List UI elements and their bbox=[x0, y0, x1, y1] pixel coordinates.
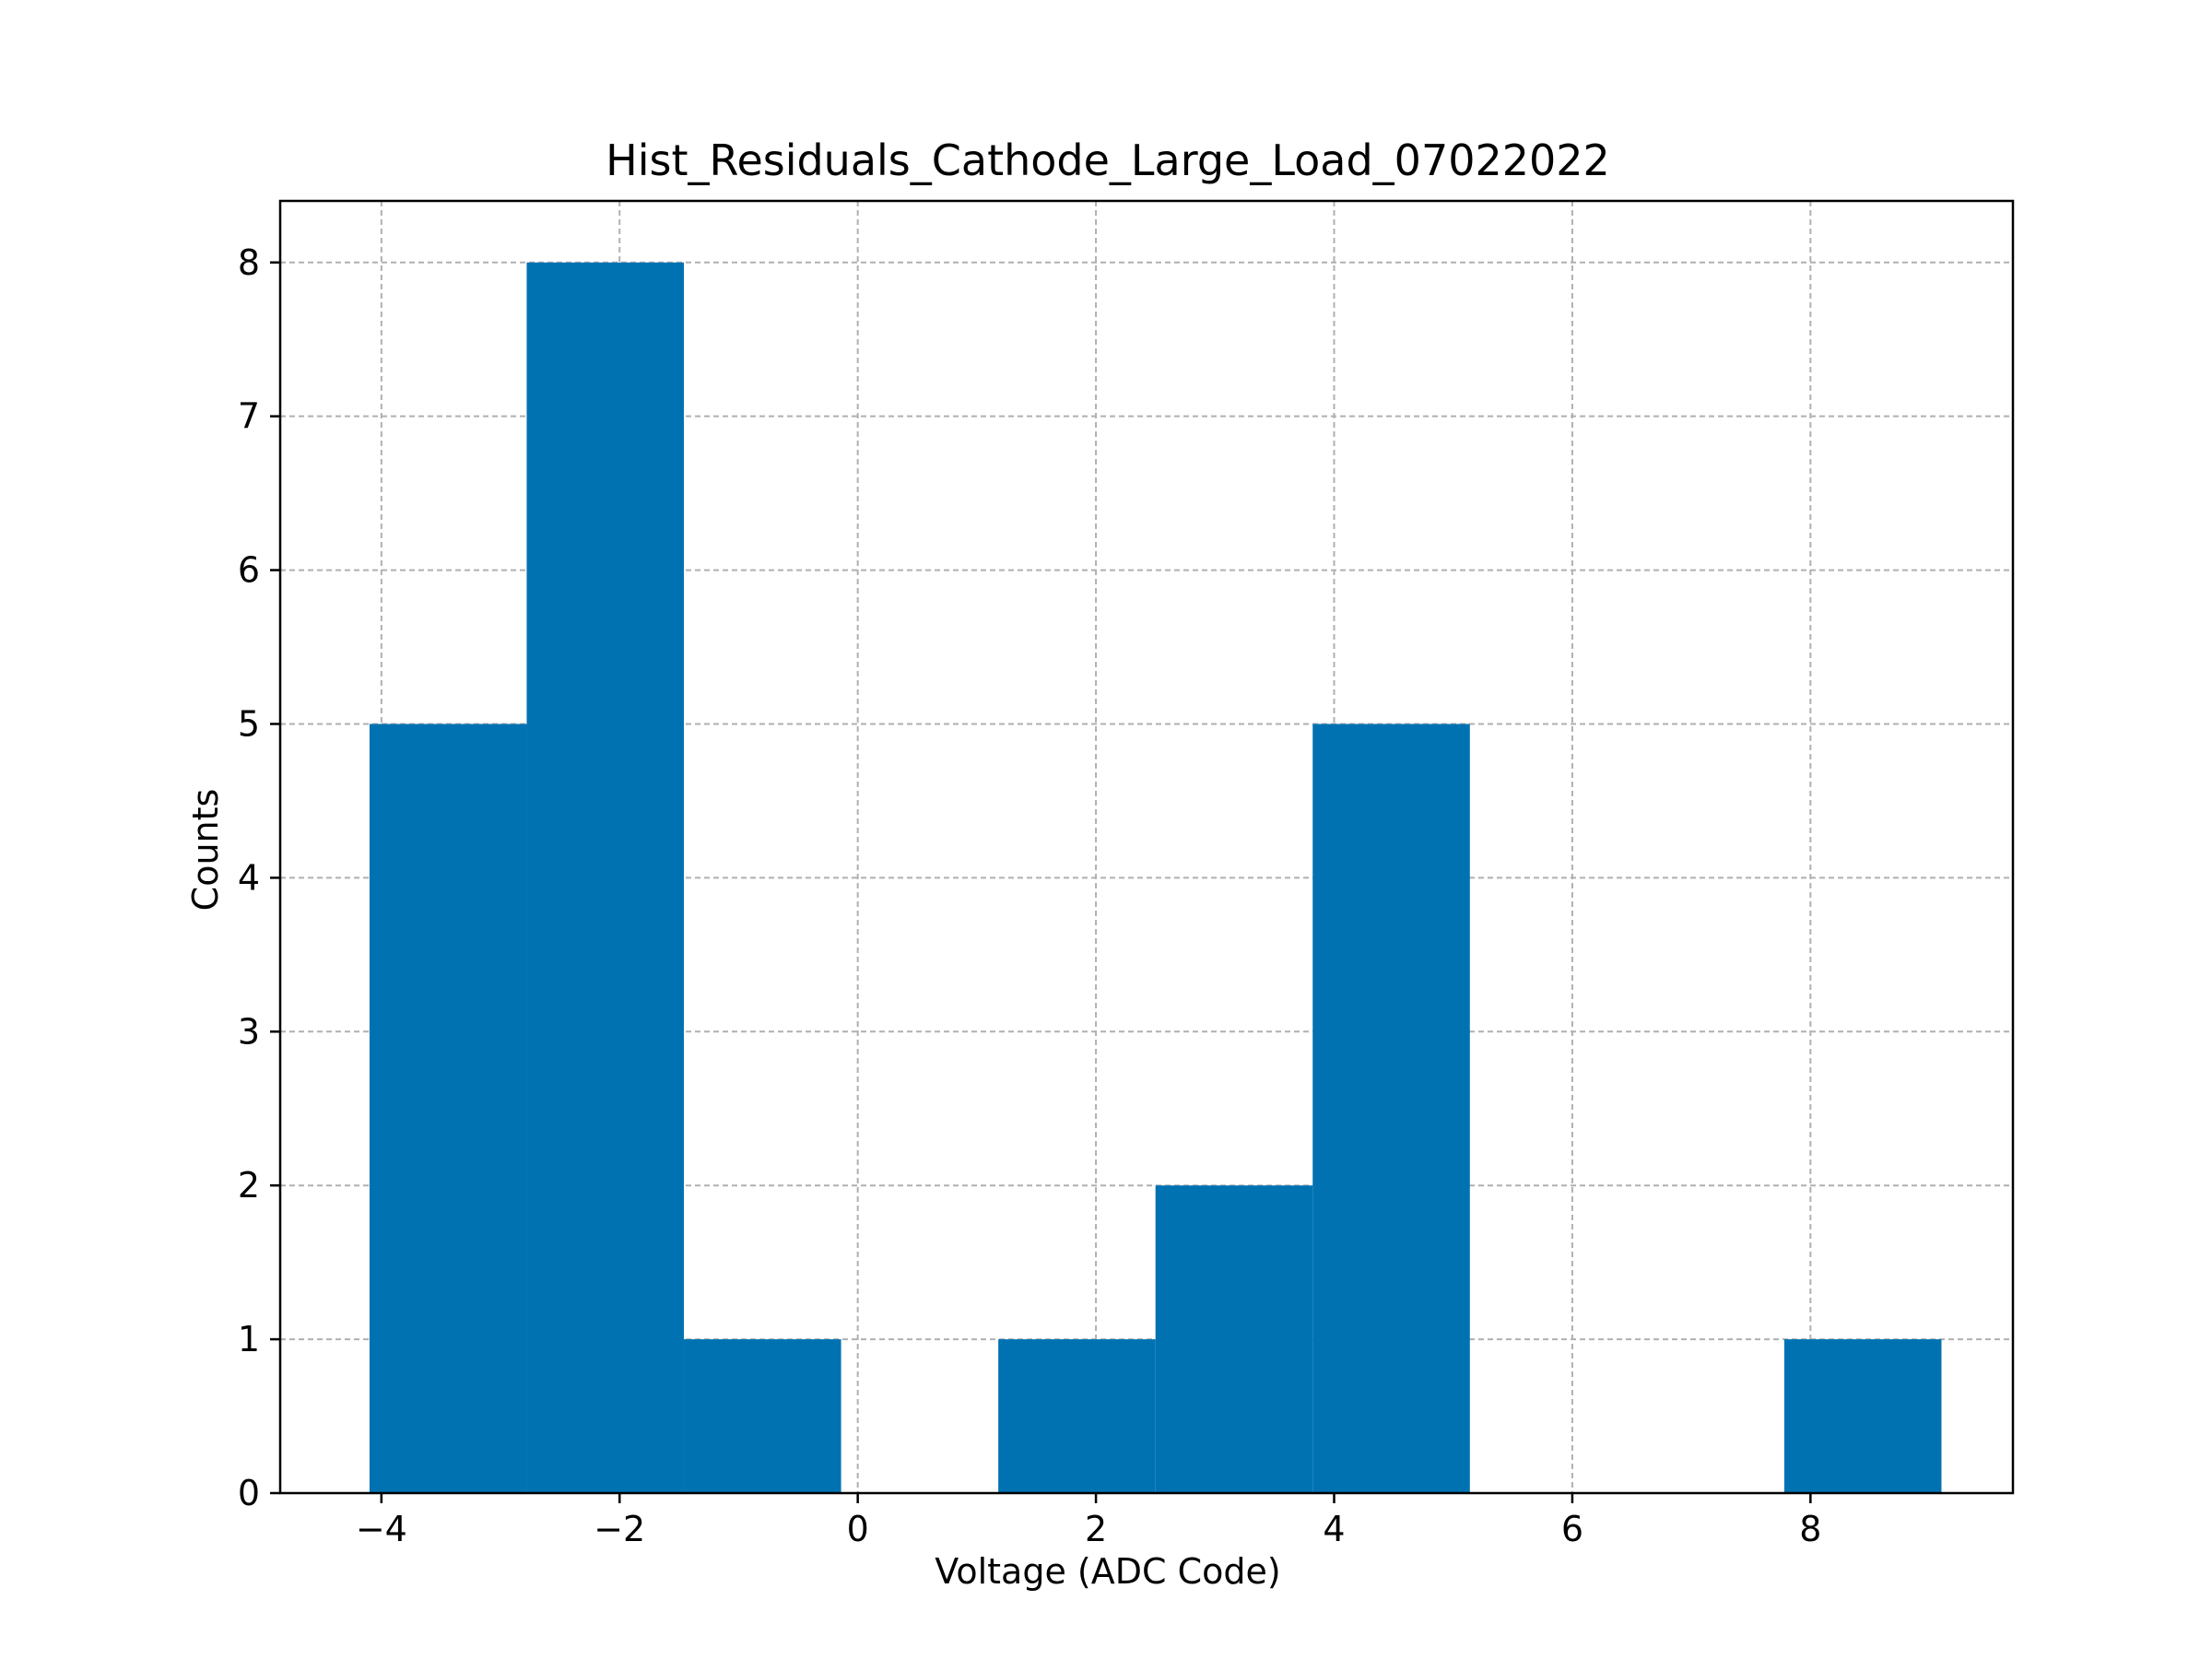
axes-frame bbox=[278, 199, 2015, 1495]
y-tick-label: 0 bbox=[238, 1473, 260, 1513]
x-tick-label: 0 bbox=[847, 1509, 869, 1549]
y-tick-label: 3 bbox=[238, 1011, 260, 1052]
histogram-bar bbox=[1155, 1185, 1313, 1493]
x-tick-label: 6 bbox=[1561, 1509, 1583, 1549]
x-axis-label: Voltage (ADC Code) bbox=[935, 1551, 1280, 1592]
ticks-layer: −4 −2 0 2 4 6 8 0 1 2 3 4 5 6 7 8 bbox=[238, 242, 1822, 1549]
x-tick-label: −2 bbox=[594, 1509, 645, 1549]
x-tick-label: −4 bbox=[356, 1509, 407, 1549]
histogram-bar bbox=[1312, 724, 1470, 1493]
bars-layer bbox=[369, 262, 1942, 1493]
histogram-bar bbox=[369, 724, 527, 1493]
histogram-bar bbox=[1783, 1339, 1942, 1493]
y-axis-label: Counts bbox=[185, 789, 226, 912]
histogram-bar bbox=[526, 262, 685, 1493]
histogram-bar bbox=[998, 1339, 1156, 1493]
y-tick-label: 7 bbox=[238, 396, 260, 437]
chart-title: Hist_Residuals_Cathode_Large_Load_070220… bbox=[606, 135, 1610, 185]
x-tick-label: 4 bbox=[1323, 1509, 1345, 1549]
y-tick-label: 8 bbox=[238, 242, 260, 283]
x-tick-label: 8 bbox=[1799, 1509, 1821, 1549]
axes-layer bbox=[278, 199, 2015, 1495]
x-tick-label: 2 bbox=[1085, 1509, 1107, 1549]
y-tick-label: 6 bbox=[238, 550, 260, 591]
histogram-bar bbox=[684, 1339, 841, 1493]
y-tick-label: 5 bbox=[238, 703, 260, 744]
y-tick-label: 2 bbox=[238, 1165, 260, 1206]
y-tick-label: 4 bbox=[238, 857, 260, 898]
y-tick-label: 1 bbox=[238, 1319, 260, 1359]
